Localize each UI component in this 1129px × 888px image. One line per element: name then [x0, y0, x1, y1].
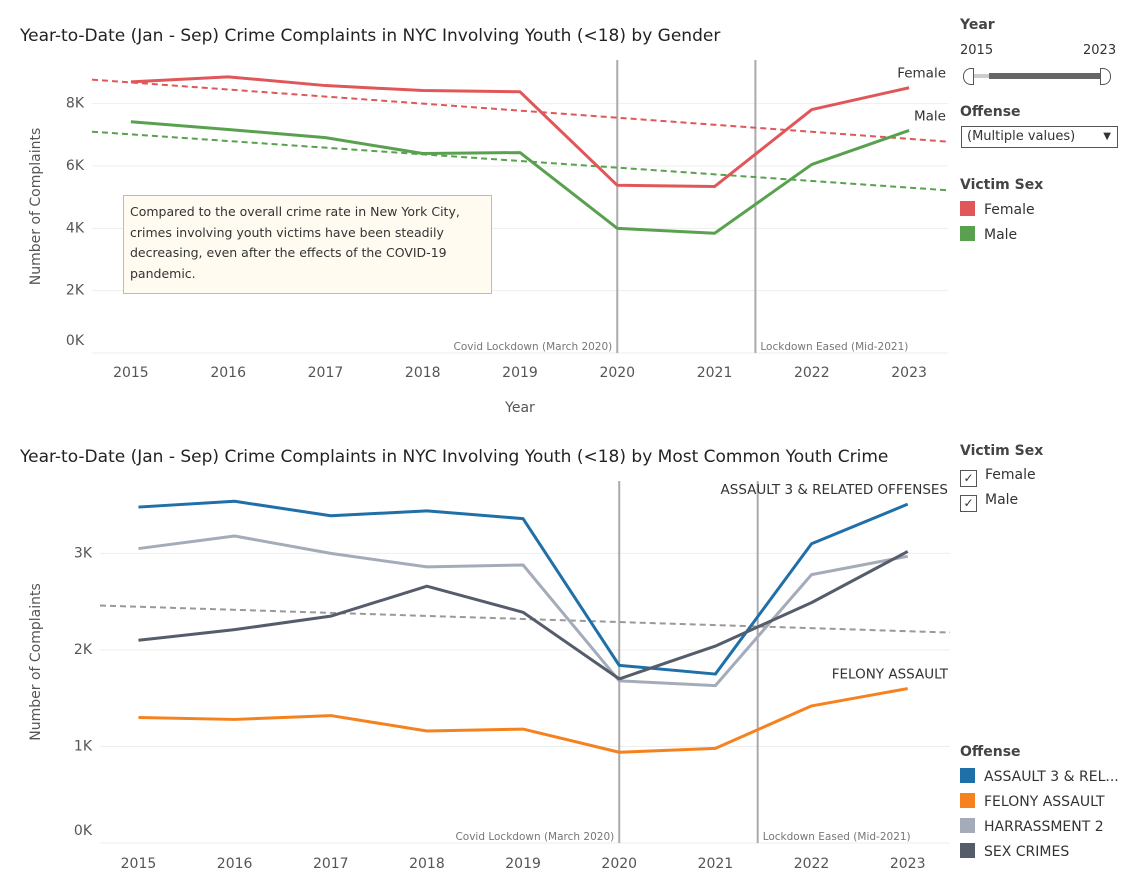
x-tick-label: 2022 [794, 856, 830, 872]
dropdown[interactable]: (Multiple values) ▼ [961, 126, 1118, 148]
legend-swatch [960, 768, 975, 783]
y-tick-label: 0K [66, 333, 85, 349]
legend-label: HARRASSMENT 2 [984, 819, 1104, 835]
legend-item: HARRASSMENT 2 [960, 818, 1104, 835]
legend-label: FELONY ASSAULT [984, 794, 1105, 810]
y-tick-label: 1K [74, 738, 93, 754]
series-end-label: Male [914, 108, 946, 124]
series-end-label: Female [897, 66, 946, 82]
x-tick-label: 2020 [599, 365, 635, 381]
legend-title: Victim Sex [960, 177, 1044, 193]
series-end-label: ASSAULT 3 & RELATED OFFENSES [721, 482, 948, 498]
charts: Year-to-Date (Jan - Sep) Crime Complaint… [19, 26, 951, 872]
x-tick-label: 2020 [601, 856, 637, 872]
legend-label: Male [984, 227, 1018, 243]
y-axis-title: Number of Complaints [28, 128, 44, 286]
x-tick-label: 2016 [210, 365, 246, 381]
series-line [130, 120, 910, 235]
checkbox-item[interactable]: ✓ Male [960, 492, 1018, 512]
x-tick-label: 2019 [502, 365, 538, 381]
checkbox[interactable]: ✓ [960, 470, 977, 487]
filter-title: Offense [960, 104, 1021, 120]
chart-title: Year-to-Date (Jan - Sep) Crime Complaint… [19, 26, 720, 46]
legend-item: ASSAULT 3 & REL... [960, 768, 1119, 785]
x-tick-label: 2016 [217, 856, 253, 872]
series-end-label: FELONY ASSAULT [832, 667, 949, 683]
trend-line [91, 130, 949, 192]
x-tick-label: 2023 [890, 856, 926, 872]
checkbox[interactable]: ✓ [960, 495, 977, 512]
filter-title: Year [960, 17, 995, 33]
x-tick-label: 2018 [409, 856, 445, 872]
series-line [138, 534, 908, 688]
legend-label: ASSAULT 3 & REL... [984, 769, 1119, 785]
checkbox-item[interactable]: ✓ Female [960, 467, 1036, 487]
annotation: Compared to the overall crime rate in Ne… [123, 195, 492, 294]
x-tick-label: 2017 [313, 856, 349, 872]
legend-item: SEX CRIMES [960, 843, 1069, 860]
y-tick-label: 2K [74, 642, 93, 658]
checkbox-label: Male [985, 492, 1019, 508]
x-tick-label: 2021 [697, 365, 733, 381]
legend-swatch [960, 226, 975, 241]
reference-label: Lockdown Eased (Mid-2021) [763, 831, 911, 843]
reference-label: Covid Lockdown (March 2020) [454, 341, 613, 353]
filter-title: Victim Sex [960, 443, 1044, 459]
y-tick-label: 6K [66, 158, 85, 174]
legend-swatch [960, 843, 975, 858]
y-tick-label: 8K [66, 96, 85, 112]
slider-handle[interactable] [963, 68, 974, 85]
legend-item: Female [960, 201, 1035, 218]
checkbox-label: Female [985, 467, 1036, 483]
y-tick-label: 2K [66, 283, 85, 299]
series-line [130, 75, 910, 189]
legend-label: SEX CRIMES [984, 844, 1070, 860]
slider-min: 2015 [960, 43, 994, 58]
x-tick-label: 2018 [405, 365, 441, 381]
y-axis-title: Number of Complaints [28, 583, 44, 741]
x-tick-label: 2023 [891, 365, 927, 381]
legend-swatch [960, 201, 975, 216]
x-tick-label: 2015 [113, 365, 149, 381]
dropdown-arrow: ▼ [1103, 131, 1111, 142]
year-slider[interactable] [963, 68, 1111, 85]
legend-title: Offense [960, 744, 1021, 760]
reference-label: Lockdown Eased (Mid-2021) [760, 341, 908, 353]
y-tick-label: 3K [74, 545, 93, 561]
legend-item: Male [960, 226, 1017, 243]
x-tick-label: 2017 [308, 365, 344, 381]
legend-swatch [960, 818, 975, 833]
slider-range [989, 73, 1101, 79]
legend-label: Female [984, 202, 1035, 218]
slider-max: 2023 [1083, 43, 1117, 58]
dropdown-value: (Multiple values) [967, 129, 1076, 144]
series-line [138, 550, 909, 681]
y-tick-label: 4K [66, 220, 85, 236]
series-line [138, 687, 908, 754]
trend-line [91, 78, 949, 143]
reference-label: Covid Lockdown (March 2020) [455, 831, 614, 843]
x-tick-label: 2022 [794, 365, 830, 381]
x-tick-label: 2021 [698, 856, 734, 872]
x-tick-label: 2019 [505, 856, 541, 872]
y-tick-label: 0K [74, 823, 93, 839]
legend-item: FELONY ASSAULT [960, 793, 1105, 810]
chart-title: Year-to-Date (Jan - Sep) Crime Complaint… [19, 447, 888, 467]
trend-line [99, 604, 951, 634]
x-tick-label: 2015 [121, 856, 157, 872]
legend-swatch [960, 793, 975, 808]
x-axis-title: Year [504, 400, 535, 416]
slider-handle[interactable] [1100, 68, 1111, 85]
series-line [138, 499, 909, 676]
